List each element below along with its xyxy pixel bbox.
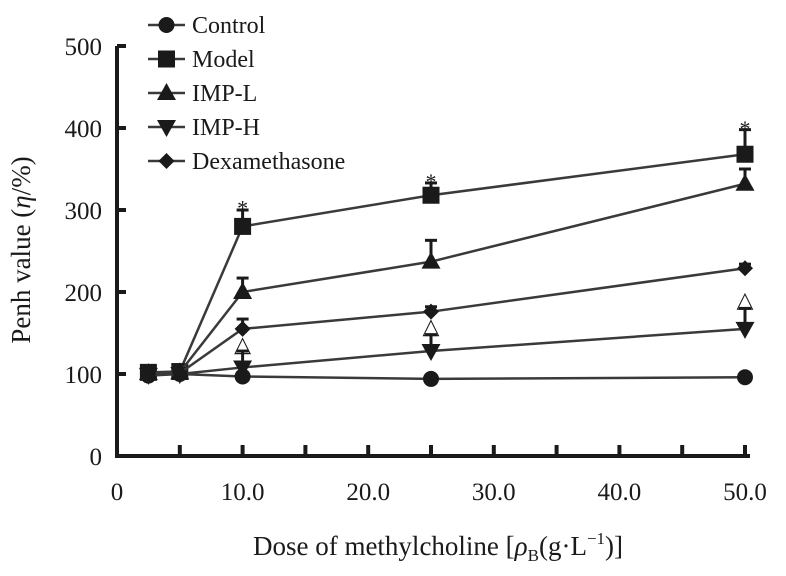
- legend-marker: [157, 83, 176, 100]
- x-tick-label: 30.0: [472, 479, 516, 506]
- y-tick-label: 100: [65, 362, 103, 389]
- data-point: [233, 360, 253, 378]
- legend-label: Control: [192, 13, 266, 39]
- series-imp-l: [138, 167, 755, 381]
- data-point: [140, 366, 157, 382]
- significance-star: *: [426, 169, 437, 194]
- legend-item-imp-l: IMP-L: [148, 81, 257, 107]
- data-point: [421, 251, 441, 269]
- axis-ticks: 0 100 200 300 400 500 0 10.0 20.0 30.0 40.0 50.0: [65, 34, 767, 506]
- series-layer: [138, 128, 755, 387]
- significance-star: *: [740, 116, 751, 141]
- x-tick-label: 20.0: [346, 479, 390, 506]
- data-point: [423, 370, 439, 387]
- x-tick-label: 40.0: [598, 479, 642, 506]
- y-tick-label: 400: [65, 116, 103, 143]
- data-point: [735, 173, 755, 191]
- legend-marker: [158, 50, 175, 68]
- x-tick-label: 50.0: [723, 479, 767, 506]
- data-point: [423, 303, 439, 320]
- legend: Control Model IMP-L IMP-H Dexamethasone: [148, 13, 345, 175]
- legend-label: Dexamethasone: [192, 149, 345, 175]
- data-point: [233, 282, 253, 299]
- data-point: [735, 321, 755, 339]
- legend-item-model: Model: [148, 47, 255, 73]
- legend-marker: [158, 17, 175, 33]
- significance-triangle: △: [423, 313, 440, 338]
- series-imp-h: [138, 306, 755, 385]
- data-point: [171, 365, 188, 382]
- legend-item-dexamethasone: Dexamethasone: [148, 149, 345, 175]
- significance-triangle: △: [234, 331, 251, 356]
- data-point: [234, 217, 252, 235]
- significance-star: *: [237, 195, 248, 220]
- significance-triangle: △: [737, 287, 754, 312]
- data-point: [234, 320, 251, 337]
- data-point: [737, 369, 753, 386]
- y-tick-label: 0: [90, 444, 103, 471]
- series-dexamethasone: [140, 260, 753, 382]
- data-point: [421, 344, 441, 362]
- data-point: [736, 145, 754, 163]
- x-tick-label: 10.0: [221, 479, 265, 506]
- y-tick-label: 300: [65, 198, 103, 225]
- legend-label: Model: [192, 47, 255, 73]
- y-tick-label: 200: [65, 280, 103, 307]
- x-axis-title: Dose of methylcholine [ρB(g·L−1)]: [253, 529, 623, 565]
- data-point: [737, 260, 753, 277]
- legend-marker: [157, 120, 176, 137]
- legend-marker: [158, 153, 175, 169]
- legend-item-control: Control: [148, 13, 266, 39]
- legend-label: IMP-L: [192, 81, 257, 107]
- series-line: [148, 266, 746, 376]
- annotation-layer: * * * △ △ △: [234, 116, 753, 356]
- x-tick-label: 0: [111, 479, 124, 506]
- y-axis-title: Penh value (η/%): [6, 156, 36, 343]
- y-tick-label: 500: [65, 34, 103, 61]
- legend-item-imp-h: IMP-H: [148, 115, 260, 141]
- data-point: [422, 186, 440, 204]
- legend-label: IMP-H: [192, 115, 260, 141]
